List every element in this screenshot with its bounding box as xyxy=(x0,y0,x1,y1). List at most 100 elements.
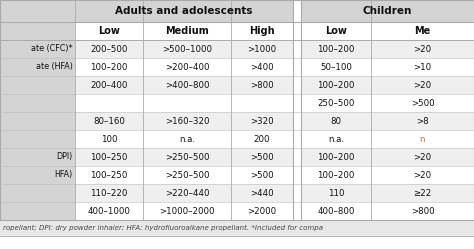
Text: n.a.: n.a. xyxy=(328,134,344,143)
Text: DPI): DPI) xyxy=(57,152,73,162)
Bar xyxy=(231,202,293,220)
Bar xyxy=(143,40,231,58)
Text: 100–200: 100–200 xyxy=(317,171,355,180)
Bar xyxy=(301,148,371,166)
Bar xyxy=(75,76,143,94)
Bar xyxy=(371,112,474,130)
Text: 100–250: 100–250 xyxy=(91,152,128,162)
Bar xyxy=(75,22,143,40)
Text: ate (HFA): ate (HFA) xyxy=(36,62,73,71)
Text: >400: >400 xyxy=(250,62,274,71)
Bar xyxy=(371,94,474,112)
Bar xyxy=(0,22,75,40)
Bar xyxy=(0,202,75,220)
Bar xyxy=(231,40,293,58)
Bar xyxy=(293,94,301,112)
Bar xyxy=(0,40,75,58)
Bar xyxy=(293,40,301,58)
Text: 100–200: 100–200 xyxy=(91,62,128,71)
Bar xyxy=(75,0,293,22)
Text: 110–220: 110–220 xyxy=(91,188,128,197)
Bar xyxy=(75,166,143,184)
Bar xyxy=(0,166,75,184)
Text: >1000–2000: >1000–2000 xyxy=(159,206,215,215)
Bar xyxy=(293,202,301,220)
Bar xyxy=(371,130,474,148)
Bar xyxy=(143,112,231,130)
Text: >440: >440 xyxy=(250,188,274,197)
Text: 110: 110 xyxy=(328,188,344,197)
Bar xyxy=(301,202,371,220)
Bar xyxy=(143,76,231,94)
Text: HFA): HFA) xyxy=(55,171,73,180)
Bar xyxy=(371,40,474,58)
Text: >500: >500 xyxy=(250,171,274,180)
Text: >200–400: >200–400 xyxy=(165,62,209,71)
Bar xyxy=(143,130,231,148)
Bar xyxy=(293,112,301,130)
Bar xyxy=(75,58,143,76)
Bar xyxy=(301,184,371,202)
Bar xyxy=(301,76,371,94)
Bar xyxy=(0,58,75,76)
Text: Me: Me xyxy=(414,26,430,36)
Bar xyxy=(293,148,301,166)
Text: Medium: Medium xyxy=(165,26,209,36)
Bar xyxy=(143,148,231,166)
Text: n: n xyxy=(420,134,425,143)
Text: >160–320: >160–320 xyxy=(165,117,209,125)
Bar xyxy=(293,184,301,202)
Bar xyxy=(75,130,143,148)
Bar xyxy=(231,130,293,148)
Bar xyxy=(301,112,371,130)
Bar xyxy=(301,40,371,58)
Bar xyxy=(231,76,293,94)
Bar xyxy=(143,202,231,220)
Bar xyxy=(371,202,474,220)
Text: High: High xyxy=(249,26,275,36)
Text: 100–200: 100–200 xyxy=(317,152,355,162)
Text: >10: >10 xyxy=(413,62,431,71)
Text: 80: 80 xyxy=(330,117,341,125)
Bar xyxy=(231,94,293,112)
Text: >500–1000: >500–1000 xyxy=(162,45,212,54)
Bar xyxy=(0,148,75,166)
Text: ate (CFC)*: ate (CFC)* xyxy=(31,45,73,54)
Bar xyxy=(293,58,301,76)
Text: Low: Low xyxy=(98,26,120,36)
Bar xyxy=(293,22,301,40)
Bar xyxy=(0,94,75,112)
Bar xyxy=(293,166,301,184)
Bar xyxy=(231,112,293,130)
Bar xyxy=(143,58,231,76)
Bar xyxy=(301,0,474,22)
Text: >20: >20 xyxy=(413,45,431,54)
Bar xyxy=(143,184,231,202)
Text: 250–500: 250–500 xyxy=(317,99,355,108)
Bar xyxy=(371,76,474,94)
Text: 200: 200 xyxy=(254,134,270,143)
Text: >250–500: >250–500 xyxy=(165,171,209,180)
Text: >800: >800 xyxy=(250,80,274,89)
Bar xyxy=(301,130,371,148)
Bar xyxy=(75,94,143,112)
Text: 100: 100 xyxy=(101,134,117,143)
Bar xyxy=(231,184,293,202)
Text: 100–200: 100–200 xyxy=(317,45,355,54)
Text: Low: Low xyxy=(325,26,347,36)
Bar xyxy=(0,184,75,202)
Bar xyxy=(231,22,293,40)
Text: 200–500: 200–500 xyxy=(91,45,128,54)
Bar xyxy=(293,130,301,148)
Bar xyxy=(75,112,143,130)
Text: Adults and adolescents: Adults and adolescents xyxy=(115,6,253,16)
Bar xyxy=(371,184,474,202)
Text: 100–250: 100–250 xyxy=(91,171,128,180)
Bar xyxy=(143,22,231,40)
Bar xyxy=(75,148,143,166)
Bar xyxy=(143,166,231,184)
Text: 100–200: 100–200 xyxy=(317,80,355,89)
Bar xyxy=(371,166,474,184)
Text: >8: >8 xyxy=(416,117,429,125)
Text: ropellant; DPI: dry powder inhaler; HFA: hydrofluoroalkane propellant. *Included: ropellant; DPI: dry powder inhaler; HFA:… xyxy=(3,225,323,231)
